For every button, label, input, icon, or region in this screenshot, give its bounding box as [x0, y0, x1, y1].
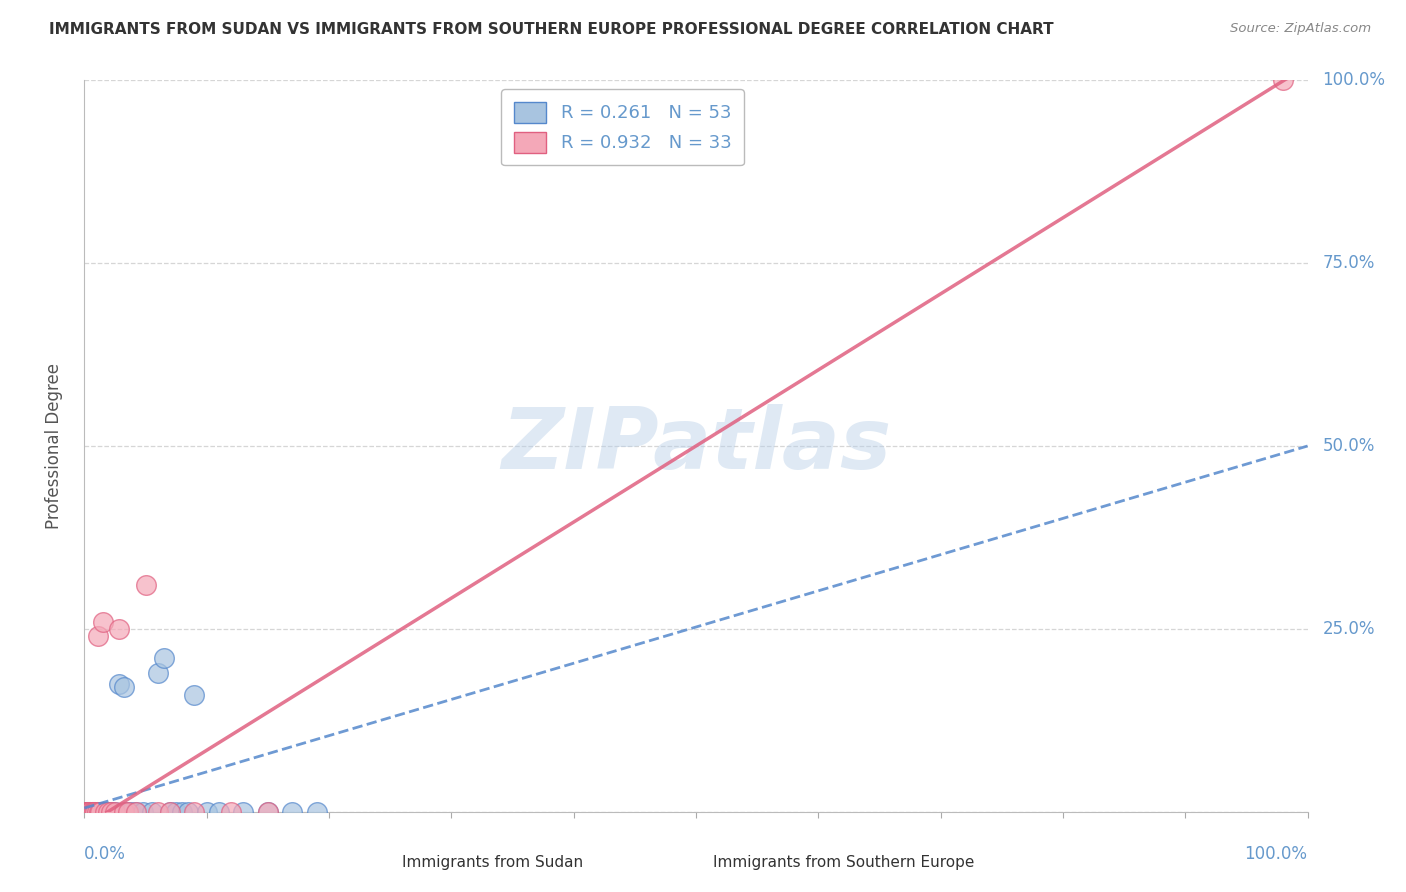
- Point: [91, 615, 114, 629]
- Point: [146, 665, 169, 680]
- Point: [107, 622, 129, 636]
- Text: 75.0%: 75.0%: [1322, 254, 1375, 272]
- Point: [183, 688, 205, 702]
- Point: [94, 805, 117, 819]
- Point: [80, 805, 103, 819]
- Legend: R = 0.261   N = 53, R = 0.932   N = 33: R = 0.261 N = 53, R = 0.932 N = 33: [501, 89, 744, 165]
- Point: [89, 805, 111, 819]
- Point: [87, 805, 110, 819]
- Point: [219, 805, 242, 819]
- Point: [117, 805, 139, 819]
- Text: IMMIGRANTS FROM SUDAN VS IMMIGRANTS FROM SOUTHERN EUROPE PROFESSIONAL DEGREE COR: IMMIGRANTS FROM SUDAN VS IMMIGRANTS FROM…: [49, 22, 1054, 37]
- Point: [75, 805, 97, 819]
- Point: [159, 805, 181, 819]
- Point: [120, 805, 142, 819]
- Point: [281, 805, 304, 819]
- Point: [97, 805, 120, 819]
- Point: [115, 805, 138, 819]
- Point: [82, 805, 104, 819]
- Point: [82, 805, 104, 819]
- Text: 100.0%: 100.0%: [1322, 71, 1385, 89]
- Point: [100, 805, 122, 819]
- Point: [77, 805, 100, 819]
- Point: [77, 805, 100, 819]
- Point: [141, 805, 163, 819]
- Point: [80, 805, 103, 819]
- Point: [107, 676, 129, 690]
- Point: [146, 805, 169, 819]
- Point: [232, 805, 254, 819]
- Point: [87, 805, 110, 819]
- Point: [77, 805, 100, 819]
- Point: [76, 805, 98, 819]
- Point: [80, 805, 103, 819]
- Point: [195, 805, 218, 819]
- Point: [86, 805, 108, 819]
- Point: [104, 805, 127, 819]
- Point: [91, 805, 114, 819]
- Point: [76, 805, 98, 819]
- Point: [86, 805, 108, 819]
- Point: [125, 805, 148, 819]
- Point: [159, 805, 181, 819]
- Point: [172, 805, 194, 819]
- Point: [1272, 73, 1295, 87]
- Point: [84, 805, 107, 819]
- Text: 25.0%: 25.0%: [1322, 620, 1375, 638]
- Point: [90, 805, 112, 819]
- Text: 50.0%: 50.0%: [1322, 437, 1375, 455]
- Point: [125, 805, 148, 819]
- Point: [112, 681, 135, 695]
- Point: [305, 805, 328, 819]
- Point: [96, 805, 118, 819]
- Text: ZIPatlas: ZIPatlas: [501, 404, 891, 488]
- Y-axis label: Professional Degree: Professional Degree: [45, 363, 63, 529]
- Point: [75, 805, 97, 819]
- Text: Immigrants from Sudan: Immigrants from Sudan: [402, 855, 582, 870]
- Point: [97, 805, 120, 819]
- Point: [208, 805, 231, 819]
- Point: [86, 805, 108, 819]
- Point: [75, 805, 97, 819]
- Point: [257, 805, 280, 819]
- Point: [79, 805, 101, 819]
- Point: [79, 805, 101, 819]
- Point: [84, 805, 107, 819]
- Point: [75, 805, 97, 819]
- Point: [76, 805, 98, 819]
- Point: [165, 805, 187, 819]
- Point: [77, 805, 100, 819]
- Point: [83, 805, 105, 819]
- Point: [87, 805, 110, 819]
- Point: [79, 805, 101, 819]
- Point: [77, 805, 100, 819]
- Point: [77, 805, 100, 819]
- Point: [89, 805, 111, 819]
- Text: Immigrants from Southern Europe: Immigrants from Southern Europe: [713, 855, 974, 870]
- Point: [76, 805, 98, 819]
- Point: [77, 805, 100, 819]
- Point: [84, 805, 107, 819]
- Text: Source: ZipAtlas.com: Source: ZipAtlas.com: [1230, 22, 1371, 36]
- Point: [83, 805, 105, 819]
- Point: [132, 805, 155, 819]
- Point: [183, 805, 205, 819]
- Point: [104, 805, 127, 819]
- Point: [135, 578, 157, 592]
- Point: [82, 805, 104, 819]
- Point: [79, 805, 101, 819]
- Point: [257, 805, 280, 819]
- Point: [177, 805, 200, 819]
- Point: [76, 805, 98, 819]
- Point: [87, 629, 110, 643]
- Point: [97, 805, 120, 819]
- Point: [93, 805, 115, 819]
- Point: [112, 805, 135, 819]
- Point: [100, 805, 122, 819]
- Text: 0.0%: 0.0%: [84, 845, 127, 863]
- Point: [153, 651, 176, 665]
- Point: [83, 805, 105, 819]
- Point: [77, 805, 100, 819]
- Text: 100.0%: 100.0%: [1244, 845, 1308, 863]
